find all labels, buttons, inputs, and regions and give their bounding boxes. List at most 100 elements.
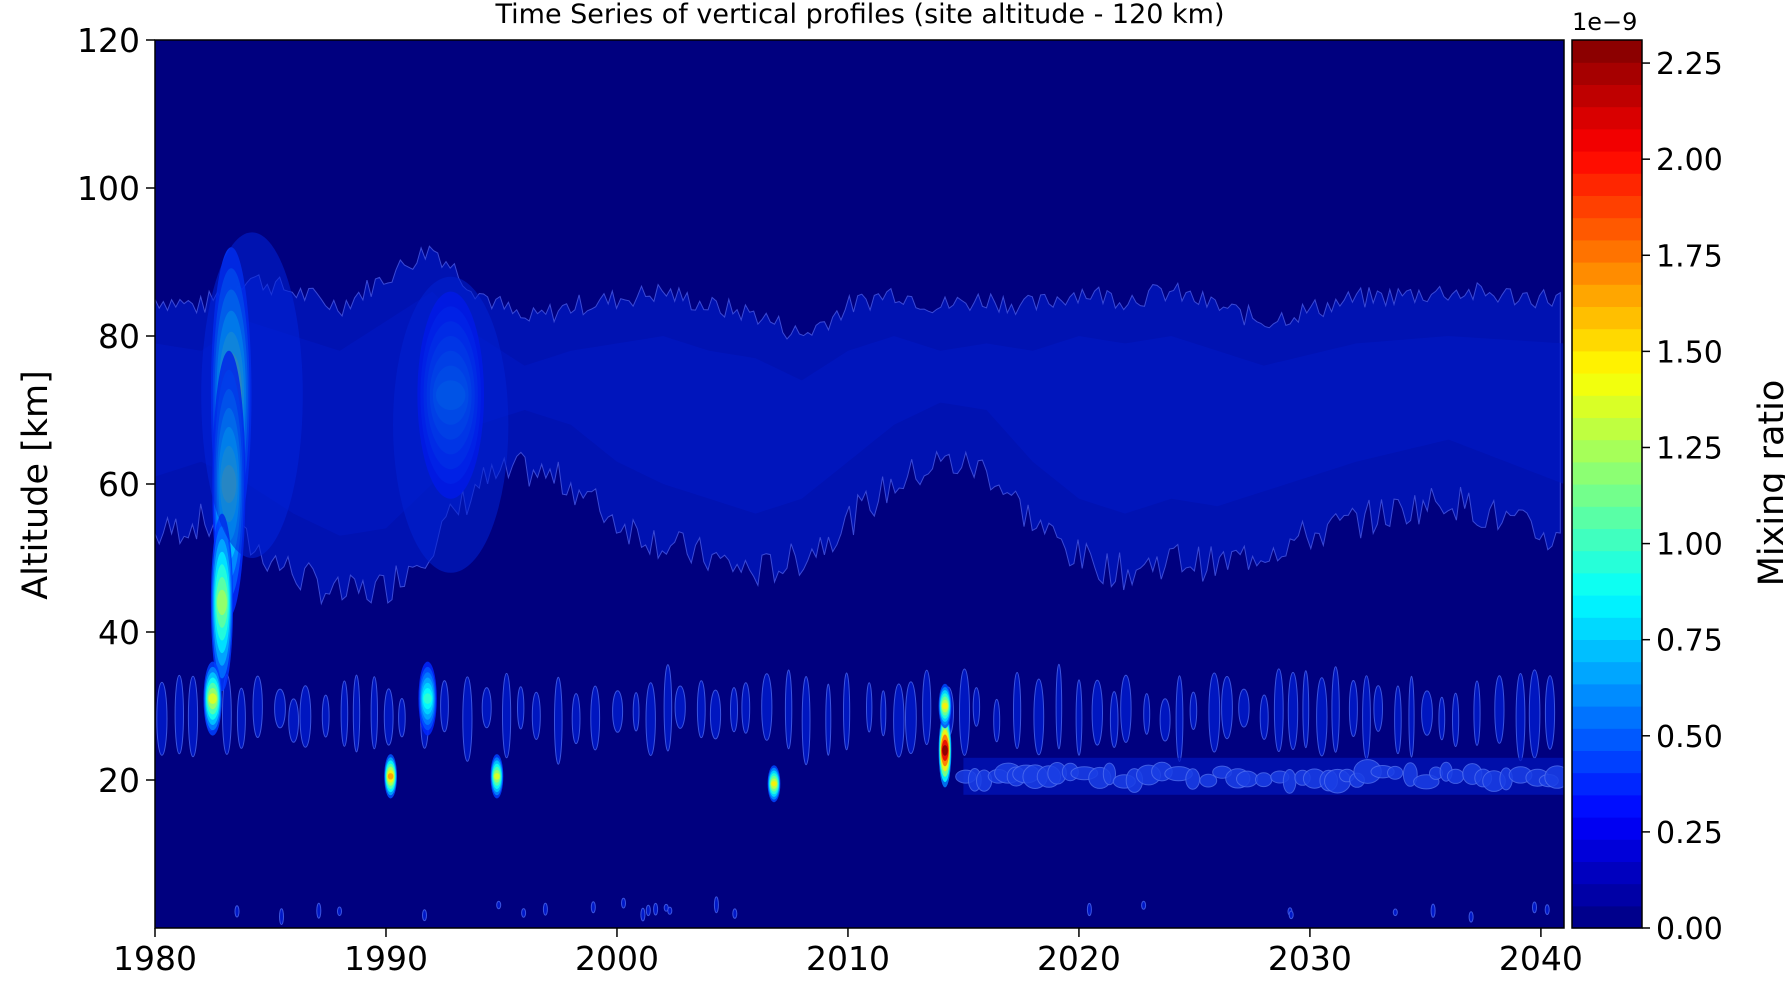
colorbar-level	[1572, 461, 1642, 485]
recurring-blob	[571, 693, 581, 745]
recurring-blob	[893, 683, 905, 758]
x-tick-label: 2040	[1499, 939, 1583, 978]
y-tick-label: 40	[98, 613, 140, 652]
post2015-blob	[1282, 769, 1297, 794]
colorbar-level	[1572, 128, 1642, 152]
recurring-blob	[843, 672, 851, 751]
plume-level	[942, 702, 948, 710]
recurring-blob	[730, 687, 738, 733]
surface-speck	[1544, 904, 1550, 915]
colorbar-tick-label: 1.50	[1656, 335, 1723, 370]
recurring-blob	[1373, 685, 1383, 732]
colorbar-tick-label: 2.25	[1656, 47, 1723, 82]
colorbar-level	[1572, 217, 1642, 241]
recurring-blob	[156, 681, 168, 756]
colorbar-level	[1572, 683, 1642, 707]
plume-level	[387, 773, 394, 780]
y-tick-label: 80	[98, 317, 140, 356]
surface-speck	[653, 902, 659, 916]
recurring-blob	[663, 664, 673, 752]
plume-level	[494, 773, 500, 780]
recurring-blob	[1109, 691, 1119, 748]
colorbar-offset-text: 1e−9	[1572, 8, 1637, 36]
recurring-blob	[784, 669, 793, 750]
colorbar-level	[1572, 84, 1642, 108]
colorbar-level	[1572, 817, 1642, 840]
recurring-blob	[825, 683, 832, 756]
recurring-blob	[959, 668, 970, 756]
colorbar-level	[1572, 350, 1642, 374]
colorbar-level	[1572, 395, 1642, 418]
recurring-blob	[1473, 680, 1481, 746]
recurring-blob	[383, 688, 394, 746]
plume-9	[938, 713, 952, 788]
recurring-blob	[462, 676, 473, 762]
recurring-blob	[1033, 678, 1045, 756]
colorbar-level	[1572, 839, 1642, 862]
recurring-blob	[632, 692, 640, 732]
recurring-blob	[517, 686, 525, 730]
recurring-blob	[1362, 675, 1371, 760]
colorbar-level	[1572, 151, 1642, 174]
post2015-blob	[1102, 762, 1117, 786]
surface-speck	[713, 896, 719, 914]
recurring-blob	[709, 689, 722, 740]
colorbar-level	[1572, 772, 1642, 796]
chart-title: Time Series of vertical profiles (site a…	[494, 0, 1224, 30]
surface-speck	[640, 907, 646, 922]
recurring-blob	[696, 680, 706, 739]
recurring-blob	[1075, 679, 1083, 756]
recurring-blob	[1143, 693, 1151, 735]
recurring-blob	[1208, 672, 1221, 753]
colorbar-level	[1572, 40, 1642, 63]
recurring-blob	[1515, 673, 1526, 762]
x-tick-label: 2010	[806, 939, 890, 978]
recurring-blob	[612, 690, 624, 733]
recurring-blob	[299, 685, 312, 748]
colorbar-tick-label: 1.00	[1656, 528, 1723, 563]
recurring-blob	[252, 675, 263, 738]
colorbar-level	[1572, 239, 1642, 263]
recurring-blob	[1259, 694, 1269, 740]
recurring-blob	[1331, 666, 1340, 753]
recurring-blob	[288, 698, 300, 743]
surface-speck	[732, 908, 738, 919]
colorbar-tick-label: 0.50	[1656, 720, 1723, 755]
post2015-blob	[1255, 772, 1273, 788]
recurring-blob	[645, 682, 656, 756]
plume-5	[418, 661, 437, 736]
recurring-blob	[502, 672, 512, 759]
recurring-blob	[741, 682, 751, 734]
post2015-blob	[1446, 768, 1465, 784]
plume-10	[938, 683, 952, 729]
colorbar-level	[1572, 62, 1642, 85]
recurring-blob	[1273, 668, 1284, 753]
colorbar-level	[1572, 195, 1642, 219]
recurring-blob	[1544, 675, 1556, 750]
colorbar-level	[1572, 550, 1642, 574]
surface-speck	[542, 902, 548, 916]
colorbar-tick-label: 0.25	[1656, 816, 1723, 851]
recurring-blob	[1013, 672, 1022, 749]
plume-level	[208, 693, 217, 704]
recurring-blob	[674, 685, 686, 729]
plume-halo	[201, 232, 303, 558]
post2015-blob	[1236, 770, 1259, 788]
plume-level	[771, 781, 777, 787]
surface-speck	[1468, 911, 1474, 923]
plume-level	[217, 589, 227, 616]
recurring-blob	[440, 680, 449, 733]
colorbar-level	[1572, 639, 1642, 663]
surface-speck	[667, 906, 673, 915]
colorbar-level	[1572, 284, 1642, 307]
surface-speck	[279, 908, 284, 925]
colorbar-tick-label: 1.75	[1656, 239, 1723, 274]
surface-speck	[1141, 900, 1147, 910]
colorbar-level	[1572, 861, 1642, 885]
colorbar-level	[1572, 439, 1642, 463]
x-tick-label: 1980	[113, 939, 197, 978]
plume-halo	[393, 276, 509, 573]
y-tick-label: 100	[77, 169, 140, 208]
recurring-blob	[972, 687, 981, 727]
